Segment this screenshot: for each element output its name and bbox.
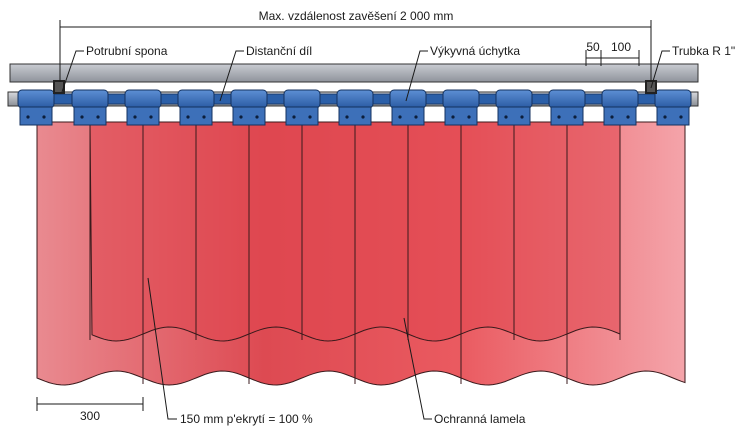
max-distance-label: Max. vzdálenost zavěšení 2 000 mm [259, 9, 454, 23]
swing-holder [283, 89, 321, 126]
spacer-segment [531, 93, 550, 105]
spacer-segment [213, 93, 232, 105]
spacer-segment [425, 93, 444, 105]
spacer-segment [53, 93, 73, 105]
spacer-segment [372, 93, 391, 105]
dim-100-label: 100 [611, 40, 631, 54]
support-rail [9, 63, 699, 83]
swing-holder [495, 89, 533, 126]
spacing-dimension [585, 50, 640, 66]
curtain-strips [36, 121, 686, 386]
spacer-segment [637, 93, 656, 105]
spacer-segment [478, 93, 497, 105]
pipe-label: Trubka R 1" [672, 44, 735, 58]
swing-holder-label: Výkyvná úchytka [430, 44, 520, 58]
max-distance-dimension [59, 20, 652, 82]
spacer-segment [319, 93, 338, 105]
leader-lines [61, 50, 670, 420]
swing-holder [389, 89, 427, 126]
pipe-clamp-label: Potrubní spona [86, 44, 168, 58]
dim-300-label: 300 [80, 409, 100, 423]
swing-holder [71, 89, 109, 126]
swing-holder [124, 89, 162, 126]
dim-50-label: 50 [586, 40, 600, 54]
swing-holders [17, 89, 692, 126]
overlap-label: 150 mm p'ekrytí = 100 % [180, 412, 313, 426]
spacer-segment [584, 93, 603, 105]
swing-holder [654, 89, 692, 126]
spacer-segment [107, 93, 126, 105]
strip-width-dimension [36, 397, 144, 411]
spacer-label: Distanční díl [246, 44, 312, 58]
spacer-segment [160, 93, 179, 105]
swing-holder [442, 89, 480, 126]
strip-label: Ochranná lamela [434, 412, 526, 426]
swing-holder [548, 89, 586, 126]
swing-holder [230, 89, 268, 126]
swing-holder [177, 89, 215, 126]
swing-holder [17, 89, 55, 126]
swing-holder [336, 89, 374, 126]
spacer-segment [266, 93, 285, 105]
swing-holder [601, 89, 639, 126]
